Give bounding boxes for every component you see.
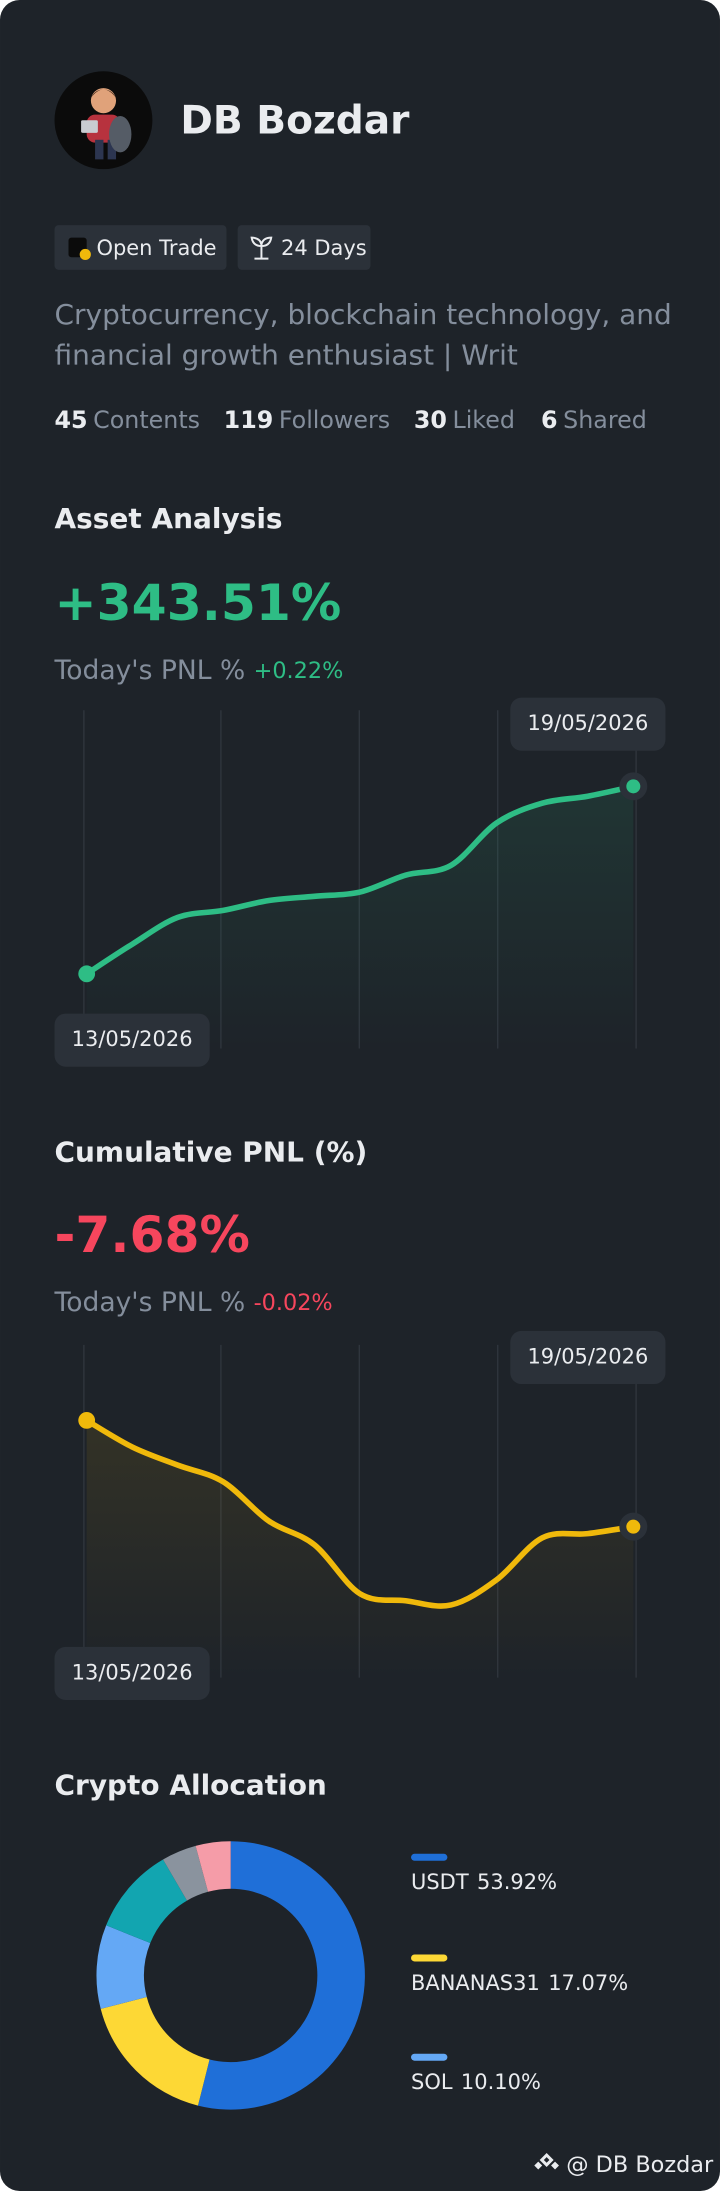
donut-slice [106,1859,187,1944]
stats: 45 Contents 119 Followers 30 Liked 6 Shared [55,405,647,433]
pnl-label: Today's PNL % [54,1286,246,1317]
legend-entry: USDT 53.92% [411,1870,557,1894]
section-title: Cumulative PNL (%) [55,1135,368,1168]
bio-line: Cryptocurrency, blockchain technology, a… [55,298,672,331]
donut-chart: USDT 53.92% BANANAS31 17.07% SOL 10.10% [96,1841,628,2110]
legend-swatch [411,2053,448,2061]
start-point [78,965,96,983]
legend-entry: SOL 10.10% [411,2070,541,2094]
badge-icon [79,248,91,261]
date-label: 13/05/2026 [72,1660,193,1684]
pnl-line: Today's PNL % -0.02% [54,1286,333,1317]
date-box [54,1013,210,1067]
stat-label: Followers [279,405,390,433]
section-title: Asset Analysis [55,502,283,535]
legend-value: 17.07% [548,1971,628,1995]
headline-value: -7.68% [55,1205,250,1264]
legend-value: 53.92% [477,1870,557,1894]
pnl-value: +0.22% [254,658,344,684]
badge-icon [250,236,273,260]
badge-label: 24 Days [281,236,367,260]
area-fill [86,786,634,1049]
badge [54,225,227,270]
pnl-label: Today's PNL % [54,655,246,686]
line-chart: 19/05/2026 13/05/2026 [54,1330,666,1701]
date-label: 19/05/2026 [527,711,648,735]
donut-slice [197,1841,365,2110]
donut-slice [100,1997,210,2106]
legend-name: BANANAS31 [411,1971,540,1995]
line [83,1417,637,1609]
stat: 119 Followers [224,405,390,433]
end-point [626,1519,641,1534]
date-label: 19/05/2026 [527,1344,648,1368]
pnl-value: -0.02% [254,1289,333,1315]
line-chart: 19/05/2026 13/05/2026 [54,697,666,1067]
donut-slice [163,1845,209,1901]
start-point [78,1412,96,1429]
legend-name: USDT [411,1870,469,1894]
stat-value: 30 [414,405,447,433]
stat-value: 6 [541,405,558,433]
section-title: Crypto Allocation [55,1769,327,1802]
stat: 30 Liked [414,405,515,433]
badge [237,225,371,270]
stat-value: 45 [55,405,88,433]
legend-name: SOL [411,2070,453,2094]
date-box [510,1330,666,1385]
pnl-line: Today's PNL % +0.22% [54,655,344,686]
badge-label: Open Trade [96,236,216,260]
date-label: 13/05/2026 [72,1027,193,1051]
profile-name: DB Bozdar [180,99,410,144]
bio-line: financial growth enthusiast | Writ [55,338,518,371]
end-point [626,779,641,794]
stat-label: Contents [93,405,200,433]
stat-value: 119 [224,405,274,433]
donut-slice [96,1925,151,2009]
stat: 6 Shared [541,405,647,433]
stat-label: Liked [452,405,514,433]
date-box [54,1646,210,1701]
legend-value: 10.10% [461,2070,541,2094]
donut-slice [195,1841,231,1892]
headline-value: +343.51% [55,573,342,632]
watermark: @ DB Bozdar [566,2152,714,2178]
legend-swatch [411,1954,448,1962]
legend-entry: BANANAS31 17.07% [411,1971,628,1995]
avatar[interactable] [54,71,153,170]
line [83,783,637,977]
legend-swatch [411,1853,448,1861]
stat: 45 Contents [55,405,200,433]
stat-label: Shared [563,405,647,433]
date-box [510,697,666,751]
